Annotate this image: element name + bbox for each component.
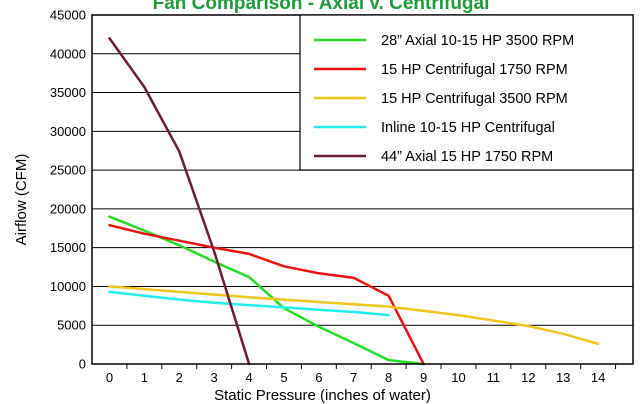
y-tick-label: 5000 [57, 318, 86, 333]
x-tick-label: 14 [591, 370, 605, 385]
y-tick-label: 30000 [50, 124, 86, 139]
y-tick-label: 0 [79, 357, 86, 372]
legend-entry: 15 HP Centrifugal 3500 RPM [381, 91, 568, 107]
x-tick-label: 1 [141, 370, 148, 385]
y-tick-label: 10000 [50, 279, 86, 294]
x-tick-label: 11 [487, 370, 501, 385]
y-tick-label: 40000 [50, 46, 86, 61]
y-tick-label: 15000 [50, 240, 86, 255]
legend-entry: 28” Axial 10-15 HP 3500 RPM [381, 33, 574, 49]
y-tick-label: 45000 [50, 8, 86, 23]
x-tick-label: 7 [350, 370, 357, 385]
legend-entry: 15 HP Centrifugal 1750 RPM [381, 62, 568, 78]
legend-entry: Inline 10-15 HP Centrifugal [381, 120, 555, 136]
y-axis-label: Airflow (CFM) [13, 154, 30, 246]
x-tick-label: 10 [451, 370, 465, 385]
x-tick-label: 9 [420, 370, 427, 385]
x-tick-label: 6 [315, 370, 322, 385]
series-line-4 [108, 290, 390, 317]
series-line-3 [108, 285, 600, 346]
x-tick-label: 8 [385, 370, 392, 385]
legend-entry: 44” Axial 15 HP 1750 RPM [381, 149, 553, 165]
x-tick-label: 3 [211, 370, 218, 385]
x-tick-label: 0 [106, 370, 113, 385]
series-group [108, 37, 600, 366]
x-tick-label: 4 [245, 370, 252, 385]
y-axis: 0 5000 10000 15000 20000 25000 30000 35000 40000… [50, 8, 86, 372]
y-tick-label: 35000 [50, 85, 86, 100]
chart-title: Fan Comparison - Axial v. Centrifugal [153, 0, 490, 14]
y-tick-label: 20000 [50, 201, 86, 216]
x-tick-label: 5 [280, 370, 287, 385]
x-tick-label: 12 [521, 370, 535, 385]
x-tick-label: 2 [176, 370, 183, 385]
series-line-2 [108, 223, 425, 366]
x-axis: 0 1 2 3 4 5 6 7 8 9 10 11 12 13 14 [106, 364, 617, 385]
y-tick-label: 25000 [50, 163, 86, 178]
x-tick-label: 13 [556, 370, 570, 385]
legend: 28” Axial 10-15 HP 3500 RPM 15 HP Centrif… [299, 14, 634, 171]
series-line-5 [108, 37, 251, 366]
x-axis-label: Static Pressure (inches of water) [214, 387, 431, 404]
